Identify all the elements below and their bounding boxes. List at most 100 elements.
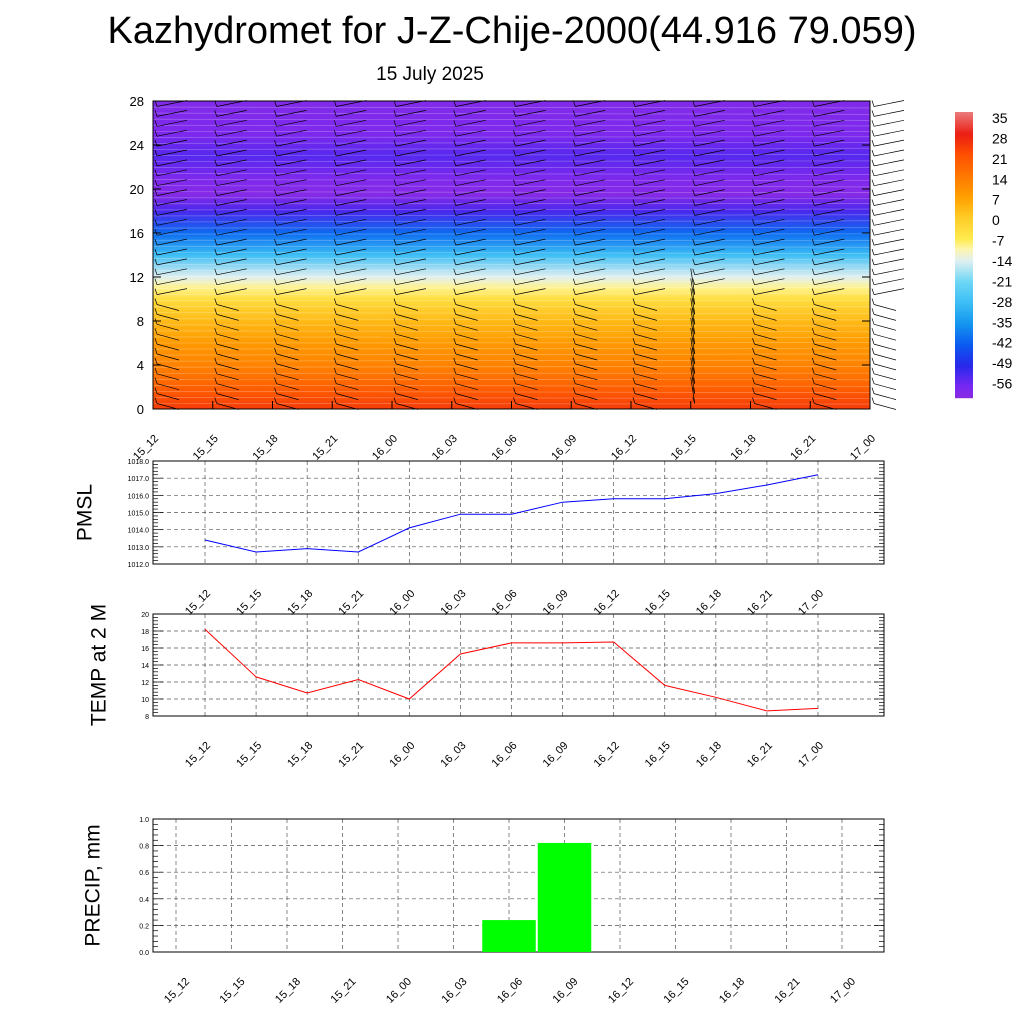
wind-barb bbox=[752, 387, 777, 400]
colorbar-swatch bbox=[955, 368, 973, 371]
wind-barb bbox=[690, 337, 696, 365]
wind-barb-flag bbox=[453, 298, 457, 305]
colorbar-swatch bbox=[955, 232, 973, 235]
wind-barb-shaft bbox=[634, 228, 666, 236]
wind-barb-shaft bbox=[395, 314, 419, 321]
wind-barb-shaft bbox=[873, 268, 905, 276]
wind-barb-shaft bbox=[156, 199, 188, 206]
wind-barb-flag bbox=[572, 110, 576, 117]
wind-barb-flag bbox=[393, 268, 397, 275]
heatmap-ytick-label: 12 bbox=[130, 270, 144, 285]
wind-barb bbox=[572, 139, 606, 147]
wind-barb-shaft bbox=[694, 209, 725, 216]
colorbar-swatch bbox=[955, 280, 973, 283]
wind-barb bbox=[513, 328, 538, 341]
wind-barb-shaft bbox=[395, 278, 427, 286]
wind-barb-shaft bbox=[455, 323, 478, 331]
colorbar-swatch bbox=[955, 386, 973, 389]
colorbar-swatch bbox=[955, 310, 973, 313]
wind-barb-shaft bbox=[395, 248, 427, 256]
wind-barb bbox=[154, 337, 180, 351]
wind-barb-flag bbox=[513, 387, 516, 394]
wind-barb-flag bbox=[333, 308, 337, 315]
wind-barb-shaft bbox=[575, 248, 606, 256]
wind-barb-flag bbox=[871, 288, 875, 295]
wind-barb-flag bbox=[393, 169, 397, 176]
wind-barb-shaft bbox=[634, 139, 666, 147]
wind-barb-shaft bbox=[276, 169, 307, 177]
contour-line bbox=[152, 366, 871, 368]
wind-barb-shaft bbox=[814, 248, 845, 256]
wind-barb bbox=[632, 298, 658, 311]
wind-barb bbox=[871, 367, 897, 381]
wind-barb-shaft bbox=[156, 314, 180, 321]
wind-barb bbox=[453, 189, 486, 196]
wind-barb bbox=[752, 228, 785, 236]
xtick-label: 16_00 bbox=[384, 976, 414, 1006]
wind-barb-shaft bbox=[814, 179, 845, 187]
wind-barb bbox=[453, 318, 478, 331]
wind-barb bbox=[393, 328, 419, 341]
wind-barb bbox=[333, 367, 359, 381]
wind-barb-flag bbox=[513, 268, 516, 275]
wind-barb-flag bbox=[572, 347, 576, 355]
wind-barb-shaft bbox=[634, 179, 666, 187]
xtick-label: 16_06 bbox=[495, 976, 525, 1006]
wind-barb bbox=[513, 159, 546, 167]
wind-barb-flag bbox=[572, 318, 576, 325]
wind-barb-shaft bbox=[754, 248, 785, 256]
wind-barb-shaft bbox=[515, 119, 546, 127]
wind-barb-flag bbox=[811, 397, 815, 404]
wind-barb-shaft bbox=[515, 199, 546, 206]
wind-barb-shaft bbox=[814, 333, 837, 341]
wind-barb-flag bbox=[692, 169, 696, 176]
wind-barb-shaft bbox=[216, 139, 247, 147]
wind-barb-shaft bbox=[873, 258, 905, 266]
heatmap-xtick-label: 17_00 bbox=[848, 433, 878, 463]
wind-barb-flag bbox=[274, 159, 277, 167]
wind-barb-flag bbox=[871, 357, 875, 365]
wind-barb-shaft bbox=[634, 353, 658, 361]
wind-barb bbox=[333, 268, 367, 276]
wind-barb bbox=[274, 238, 307, 246]
wind-barb-shaft bbox=[873, 403, 897, 410]
wind-barb-flag bbox=[214, 357, 218, 365]
wind-barb bbox=[690, 298, 696, 325]
wind-barb bbox=[513, 179, 546, 187]
wind-barb-flag bbox=[453, 238, 457, 246]
wind-barb-flag bbox=[632, 377, 636, 384]
wind-barb-flag bbox=[393, 219, 397, 226]
wind-barb-shaft bbox=[814, 278, 845, 286]
colorbar-swatch bbox=[955, 316, 973, 319]
contour-line bbox=[152, 191, 871, 193]
wind-barb-shaft bbox=[515, 333, 538, 341]
wind-barb bbox=[632, 169, 666, 177]
wind-barb bbox=[333, 159, 367, 167]
ytick-label: 1014.0 bbox=[128, 528, 150, 535]
colorbar-swatch bbox=[955, 174, 973, 177]
wind-barb-flag bbox=[513, 308, 516, 315]
wind-barb-flag bbox=[752, 308, 755, 315]
wind-barb-shaft bbox=[276, 383, 299, 391]
colorbar-swatch bbox=[955, 154, 973, 157]
wind-barb-shaft bbox=[690, 337, 696, 364]
wind-barb bbox=[513, 139, 546, 147]
wind-barb-flag bbox=[632, 209, 636, 216]
wind-barb bbox=[214, 159, 247, 167]
colorbar-swatch bbox=[955, 210, 973, 213]
wind-barb bbox=[513, 110, 546, 117]
wind-barb-flag bbox=[871, 298, 875, 305]
wind-barb-shaft bbox=[754, 149, 785, 157]
wind-barb-flag bbox=[453, 189, 457, 196]
wind-barb bbox=[692, 218, 725, 226]
xtick-label: 15_15 bbox=[234, 588, 264, 618]
wind-barb bbox=[690, 308, 696, 335]
colorbar-tick-label: 7 bbox=[992, 192, 1000, 208]
wind-barb bbox=[752, 169, 785, 177]
colorbar-swatch bbox=[955, 234, 973, 237]
wind-barb-shaft bbox=[276, 314, 299, 321]
wind-barb-flag bbox=[572, 387, 576, 394]
wind-barb-shaft bbox=[814, 268, 845, 276]
wind-barb-flag bbox=[453, 120, 457, 127]
